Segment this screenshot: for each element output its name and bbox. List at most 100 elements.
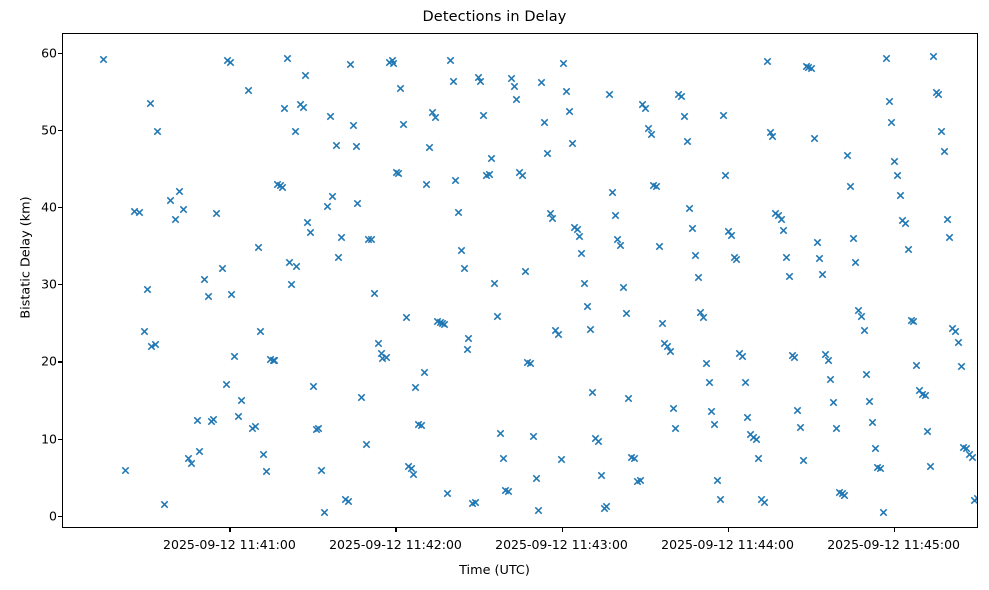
scatter-point	[312, 425, 321, 434]
scatter-point	[392, 168, 401, 177]
scatter-point	[554, 330, 563, 339]
scatter-point	[130, 207, 139, 216]
y-tick-label: 40	[41, 199, 57, 215]
scatter-point	[160, 500, 169, 509]
scatter-point	[193, 416, 202, 425]
scatter-point	[932, 88, 941, 97]
scatter-point	[890, 157, 899, 166]
scatter-point	[860, 326, 869, 335]
scatter-point	[619, 283, 628, 292]
scatter-point	[945, 233, 954, 242]
x-tick-label: 2025-09-12 11:45:00	[827, 537, 960, 552]
scatter-point	[357, 393, 366, 402]
scatter-point	[716, 495, 725, 504]
scatter-point	[309, 382, 318, 391]
scatter-point	[636, 476, 645, 485]
scatter-point	[425, 143, 434, 152]
scatter-point	[771, 209, 780, 218]
scatter-point	[280, 104, 289, 113]
scatter-point	[696, 308, 705, 317]
scatter-point	[804, 63, 813, 72]
scatter-point	[485, 170, 494, 179]
scatter-point	[611, 211, 620, 220]
scatter-point	[788, 351, 797, 360]
scatter-point	[346, 60, 355, 69]
scatter-point	[912, 361, 921, 370]
x-tick-mark	[727, 528, 729, 532]
y-tick-label: 0	[49, 508, 57, 524]
scatter-point	[187, 459, 196, 468]
scatter-point	[479, 111, 488, 120]
y-tick-mark	[58, 284, 62, 286]
scatter-point	[810, 134, 819, 143]
scatter-point	[638, 100, 647, 109]
scatter-point	[262, 467, 271, 476]
scatter-point	[471, 498, 480, 507]
scatter-point	[474, 73, 483, 82]
scatter-point	[512, 95, 521, 104]
scatter-point	[586, 325, 595, 334]
scatter-point	[171, 215, 180, 224]
scatter-point	[226, 58, 235, 67]
scatter-point	[166, 196, 175, 205]
scatter-point	[807, 64, 816, 73]
scatter-point	[973, 494, 977, 503]
scatter-point	[349, 121, 358, 130]
scatter-point	[285, 258, 294, 267]
scatter-point	[457, 246, 466, 255]
scatter-point	[865, 397, 874, 406]
scatter-point	[179, 205, 188, 214]
scatter-point	[680, 112, 689, 121]
scatter-point	[641, 104, 650, 113]
scatter-point	[583, 302, 592, 311]
scatter-point	[237, 396, 246, 405]
scatter-point	[559, 59, 568, 68]
scatter-point	[915, 386, 924, 395]
scatter-point	[254, 243, 263, 252]
scatter-point	[546, 209, 555, 218]
scatter-point	[499, 454, 508, 463]
scatter-point	[332, 141, 341, 150]
scatter-point	[374, 339, 383, 348]
scatter-point	[204, 292, 213, 301]
scatter-point	[411, 383, 420, 392]
scatter-point	[207, 417, 216, 426]
scatter-point	[230, 352, 239, 361]
scatter-point	[377, 349, 386, 358]
scatter-point	[898, 216, 907, 225]
x-tick-label: 2025-09-12 11:44:00	[661, 537, 794, 552]
scatter-point	[287, 280, 296, 289]
scatter-point	[570, 223, 579, 232]
page-title: Detections in Delay	[422, 9, 567, 25]
x-tick-label: 2025-09-12 11:43:00	[495, 537, 628, 552]
scatter-point	[251, 422, 260, 431]
scatter-point	[529, 432, 538, 441]
scatter-point	[707, 407, 716, 416]
scatter-point	[291, 127, 300, 136]
scatter-point	[557, 455, 566, 464]
scatter-point	[896, 191, 905, 200]
scatter-point	[901, 219, 910, 228]
scatter-point	[146, 99, 155, 108]
scatter-point	[600, 504, 609, 513]
y-tick-label: 50	[41, 122, 57, 138]
scatter-point	[849, 234, 858, 243]
scatter-point	[417, 421, 426, 430]
scatter-point	[143, 285, 152, 294]
x-tick-label: 2025-09-12 11:41:00	[163, 537, 296, 552]
scatter-point	[624, 394, 633, 403]
scatter-point	[818, 270, 827, 279]
scatter-point	[965, 450, 974, 459]
scatter-point	[705, 378, 714, 387]
scatter-point	[490, 279, 499, 288]
scatter-point	[389, 59, 398, 68]
scatter-point	[785, 272, 794, 281]
scatter-point	[790, 353, 799, 362]
scatter-point	[256, 327, 265, 336]
scatter-point	[799, 456, 808, 465]
scatter-point	[222, 380, 231, 389]
scatter-point	[234, 412, 243, 421]
scatter-point	[871, 444, 880, 453]
scatter-point	[218, 264, 227, 273]
scatter-point	[135, 208, 144, 217]
